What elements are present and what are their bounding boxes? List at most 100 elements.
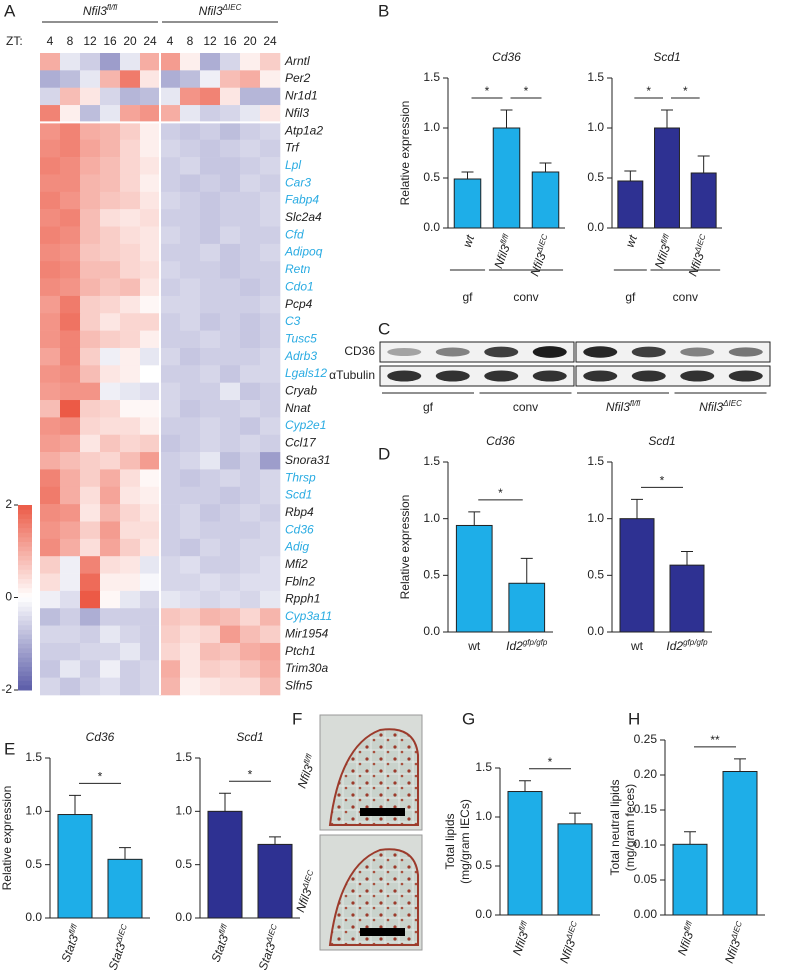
heatmap-cell	[180, 608, 201, 626]
heatmap-cell	[220, 382, 241, 401]
heatmap-cell	[60, 400, 81, 418]
heatmap-cell	[80, 452, 101, 470]
gene-label: Nr1d1	[285, 89, 318, 103]
x-tick-label-base: Stat3	[209, 933, 232, 964]
blot-band	[680, 370, 715, 382]
heatmap-cell	[200, 538, 221, 557]
heatmap-cell	[260, 538, 281, 557]
x-tick-label-sup: fl/fl	[659, 233, 671, 246]
heatmap-cell	[220, 625, 241, 644]
heatmap-cell	[180, 400, 201, 418]
heatmap-cell	[140, 538, 161, 557]
group-label-base: Nfil3	[83, 4, 107, 18]
heatmap-cell	[180, 486, 201, 505]
heatmap-cell	[60, 295, 81, 314]
heatmap-cell	[80, 347, 101, 366]
heatmap-cell	[80, 157, 101, 175]
heatmap-cell	[100, 209, 121, 227]
heatmap-cell	[80, 87, 101, 106]
bar	[557, 823, 593, 916]
heatmap-cell	[160, 313, 181, 331]
heatmap-cell	[260, 590, 281, 609]
gene-label: Cdo1	[285, 279, 314, 293]
colorbar-step	[18, 588, 32, 594]
panel-label: H	[628, 709, 640, 728]
heatmap-cell	[60, 261, 81, 279]
x-tick-label-sup: ΔIEC	[563, 920, 578, 942]
heatmap-cell	[240, 209, 261, 227]
heatmap-cell	[200, 278, 221, 297]
heatmap-cell	[80, 590, 101, 609]
heatmap-cell	[260, 608, 281, 626]
heatmap-cell	[220, 642, 241, 661]
heatmap-cell	[80, 295, 101, 314]
heatmap-cell	[220, 573, 241, 592]
error-bar	[624, 170, 637, 181]
heatmap-cell	[100, 122, 121, 141]
error-bar	[69, 794, 81, 815]
heatmap-cell	[80, 70, 101, 89]
error-bar	[468, 511, 481, 526]
heatmap-cell	[240, 538, 261, 557]
heatmap-cell	[40, 174, 61, 193]
heatmap-cell	[60, 191, 81, 210]
colorbar-step	[18, 528, 32, 534]
bar	[207, 810, 243, 919]
heatmap-cell	[120, 486, 141, 505]
heatmap-cell	[40, 139, 61, 158]
blot-band	[435, 347, 470, 357]
chart-title: Cd36	[86, 730, 115, 744]
heatmap-cell	[60, 53, 81, 71]
heatmap-cell	[140, 556, 161, 574]
heatmap-cell	[40, 122, 61, 141]
blot-band	[435, 370, 470, 382]
heatmap-cell	[180, 660, 201, 678]
heatmap-cell	[40, 295, 61, 314]
bar	[107, 858, 143, 919]
heatmap-cell	[260, 53, 281, 71]
heatmap-cell	[220, 70, 241, 89]
blot-frame	[575, 341, 771, 363]
heatmap-cell	[200, 642, 221, 661]
colorbar-step	[18, 629, 32, 635]
x-tick-label-base: Stat3	[256, 941, 279, 972]
x-tick-label-sup: fl/fl	[517, 920, 529, 933]
heatmap-cell	[80, 504, 101, 522]
colorbar-step	[18, 648, 32, 654]
heatmap-cell	[80, 660, 101, 678]
heatmap-cell	[60, 70, 81, 89]
heatmap-cell	[80, 556, 101, 574]
x-tick-label: Nfil3fl/fl	[673, 920, 699, 958]
heatmap-cell	[260, 417, 281, 436]
blot-frame	[379, 341, 575, 363]
panel-label: E	[4, 739, 15, 758]
heatmap-cell	[100, 243, 121, 262]
heatmap-cell	[160, 87, 181, 106]
x-tick-label-sup: gfp/gfp	[683, 638, 708, 647]
y-tick-label: 0.0	[423, 624, 440, 638]
heatmap-cell	[180, 226, 201, 245]
heatmap-cell	[60, 660, 81, 678]
gene-label: Slfn5	[285, 678, 313, 692]
heatmap-cell	[100, 486, 121, 505]
error-bar	[661, 109, 673, 128]
heatmap-cell	[100, 521, 121, 540]
heatmap-cell	[180, 677, 201, 696]
y-tick-label: 1.0	[587, 511, 604, 525]
gene-label: Cd36	[285, 522, 314, 536]
heatmap-cell	[220, 452, 241, 470]
heatmap-cell	[240, 347, 261, 366]
heatmap-cell	[60, 504, 81, 522]
heatmap-cell	[240, 504, 261, 522]
heatmap-cell	[60, 139, 81, 158]
heatmap-cell	[260, 226, 281, 245]
x-tick-label: Id2gfp/gfp	[506, 638, 548, 654]
y-axis-label: Total lipids	[443, 813, 457, 869]
heatmap-cell	[160, 191, 181, 210]
heatmap-cell	[160, 486, 181, 505]
heatmap-cell	[220, 590, 241, 609]
heatmap-cell	[120, 87, 141, 106]
heatmap-cell	[120, 590, 141, 609]
heatmap-cell	[260, 625, 281, 644]
heatmap-cell	[220, 139, 241, 158]
